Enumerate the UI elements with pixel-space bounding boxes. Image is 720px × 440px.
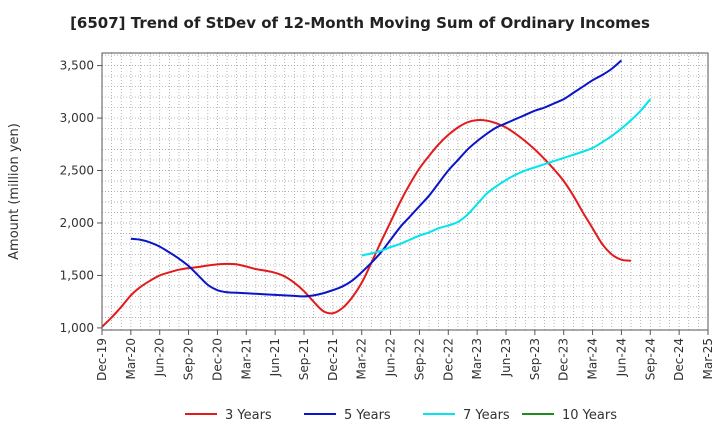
x-tick-label: Dec-23: [557, 338, 571, 381]
y-axis-label: Amount (million yen): [7, 123, 22, 260]
x-tick-label: Mar-23: [470, 338, 484, 379]
x-tick-label: Jun-22: [384, 338, 398, 377]
series-line-3-years: [101, 119, 632, 328]
x-tick-label: Dec-22: [441, 338, 455, 381]
y-tick-label: 1,500: [60, 268, 94, 282]
plot-frame: [101, 52, 709, 331]
y-tick-label: 2,500: [60, 164, 94, 178]
x-tick-label: Jun-24: [614, 338, 628, 377]
x-tick-label: Dec-24: [672, 338, 686, 381]
x-tick-label: Mar-24: [586, 338, 600, 379]
series-line-7-years: [361, 98, 652, 257]
x-tick-label: Jun-20: [153, 338, 167, 377]
y-tick-label: 2,000: [60, 216, 94, 230]
x-tick-label: Sep-21: [297, 338, 311, 380]
x-tick-label: Sep-22: [412, 338, 426, 380]
x-tick-label: Jun-21: [268, 338, 282, 377]
y-tick-label: 3,000: [60, 111, 94, 125]
x-tick-label: Sep-23: [528, 338, 542, 380]
x-tick-label: Sep-24: [643, 338, 657, 380]
y-axis-ticks: 1,000 1,500 2,000 2,500 3,000 3,500: [60, 59, 102, 335]
x-tick-label: Sep-20: [182, 338, 196, 380]
y-tick-label: 1,000: [60, 321, 94, 335]
x-tick-label: Mar-20: [124, 338, 138, 379]
x-tick-label: Dec-21: [326, 338, 340, 381]
y-tick-label: 3,500: [60, 59, 94, 73]
grid-lines: [102, 53, 708, 330]
series-lines: [101, 59, 652, 328]
x-axis-ticks: Dec-19 Mar-20 Jun-20 Sep-20 Dec-20 Mar-21 Jun-…: [95, 330, 715, 381]
legend: 3 Years 5 Years 7 Years 10 Years: [185, 408, 617, 423]
x-tick-label: Mar-25: [701, 338, 715, 379]
legend-label-10-years: 10 Years: [562, 408, 617, 423]
chart-title: [6507] Trend of StDev of 12-Month Moving…: [70, 14, 650, 32]
series-line-5-years: [130, 59, 623, 298]
x-tick-label: Mar-22: [355, 338, 369, 379]
x-tick-label: Jun-23: [499, 338, 513, 377]
x-tick-label: Dec-20: [210, 338, 224, 381]
legend-label-3-years: 3 Years: [225, 408, 272, 423]
legend-label-5-years: 5 Years: [344, 408, 391, 423]
x-tick-label: Dec-19: [95, 338, 109, 381]
legend-label-7-years: 7 Years: [463, 408, 510, 423]
x-tick-label: Mar-21: [239, 338, 253, 379]
